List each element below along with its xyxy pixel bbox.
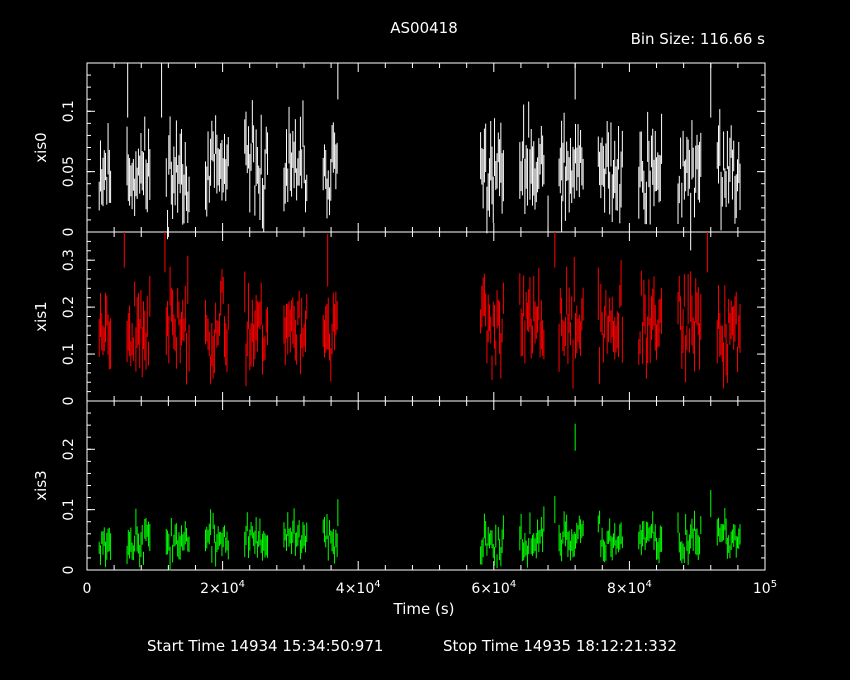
panel-frame: [86, 231, 766, 402]
data-points-xis0: [98, 63, 741, 251]
x-tick-label: 6×104: [471, 579, 516, 597]
panel-xis1: 0 0.1 0.2 0.3 xis1: [32, 231, 766, 406]
stop-time: Stop Time 14935 18:12:21:332: [443, 637, 677, 655]
panel-xis3: 0 0.1 0.2 xis3: [32, 400, 766, 575]
x-tick-label: 8×104: [607, 579, 652, 597]
bin-size-label: Bin Size: 116.66 s: [631, 30, 766, 48]
y-tick-label: 0.1: [61, 499, 77, 521]
panel-xis0: 0 0.05 0.1 xis0: [32, 62, 766, 251]
y-axis-label-xis3: xis3: [32, 470, 50, 500]
x-tick-label: 105: [753, 579, 777, 597]
y-tick-label: 0.2: [61, 296, 77, 318]
y-tick-label: 0: [61, 228, 77, 237]
y-tick-label: 0.1: [61, 343, 77, 365]
data-points-xis3: [98, 423, 741, 571]
y-tick-label: 0: [61, 566, 77, 575]
x-tick-labels: 0 2×104 4×104 6×104 8×104 105: [83, 579, 778, 597]
x-tick-label: 2×104: [200, 579, 245, 597]
x-tick-label: 4×104: [336, 579, 381, 597]
panels: 0 0.05 0.1 xis0 0 0.1 0.2 0.3 xis1 0 0.1 0.2 xis3: [32, 62, 766, 575]
start-time: Start Time 14934 15:34:50:971: [147, 637, 384, 655]
x-tick-label: 0: [83, 581, 92, 597]
y-axis-label-xis1: xis1: [32, 301, 50, 331]
y-tick-label: 0.1: [61, 100, 77, 122]
y-tick-label: 0.2: [61, 438, 77, 460]
chart-title: AS00418: [390, 19, 458, 37]
data-points-xis1: [98, 232, 741, 389]
x-axis-label: Time (s): [393, 600, 455, 618]
y-tick-label: 0: [61, 397, 77, 406]
y-axis-label-xis0: xis0: [32, 132, 50, 162]
y-tick-label: 0.3: [61, 249, 77, 271]
y-tick-label: 0.05: [61, 156, 77, 187]
